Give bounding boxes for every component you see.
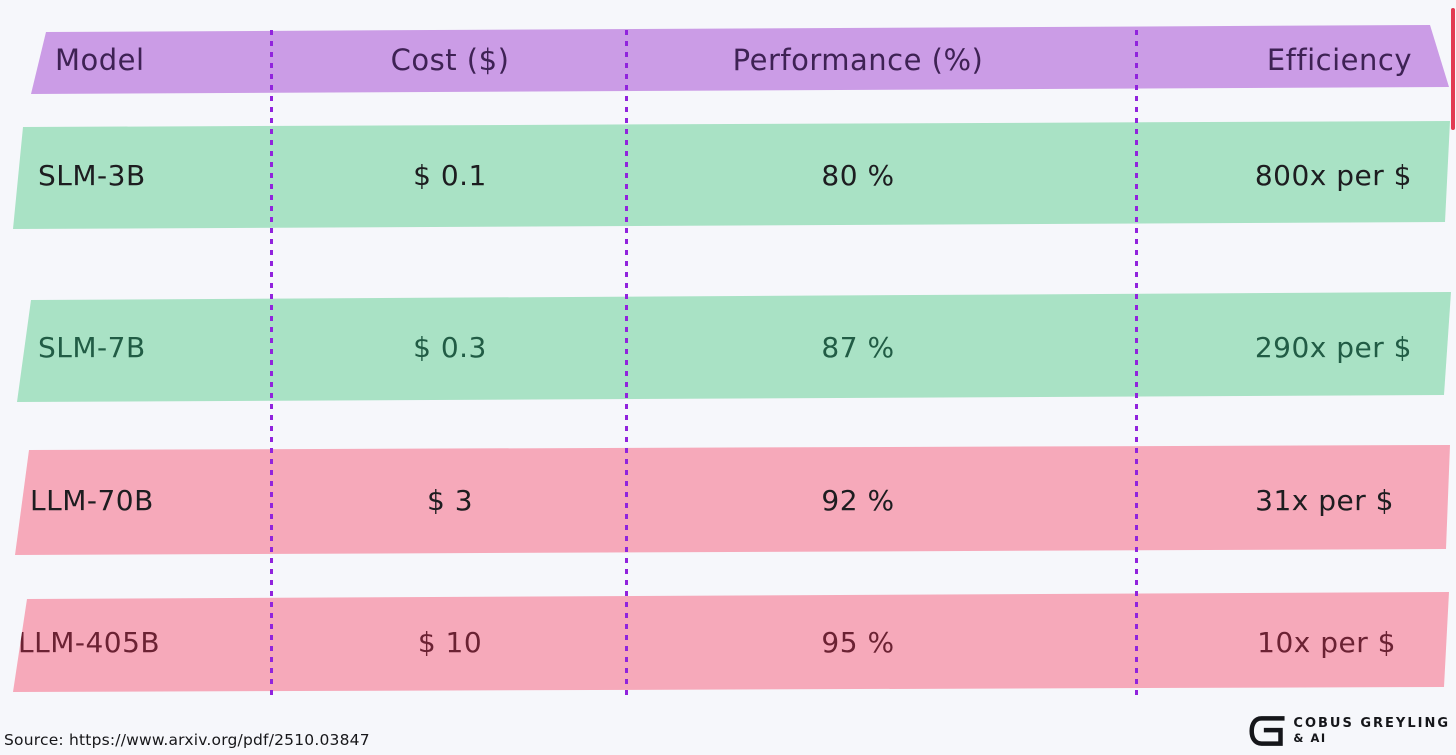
column-divider-dotted-2 [625, 30, 628, 697]
table-row-slm-7b: SLM-7B $ 0.3 87 % 290x per $ [17, 292, 1451, 402]
column-divider-dotted-1 [270, 30, 273, 697]
source-citation: Source: https://www.arxiv.org/pdf/2510.0… [4, 731, 370, 749]
cell-performance: 87 % [821, 330, 895, 364]
column-divider-dotted-3 [1135, 30, 1138, 697]
brand-logo: COBUS GREYLING & AI [1249, 713, 1450, 749]
brand-text: COBUS GREYLING & AI [1293, 715, 1450, 745]
cell-cost: $ 0.1 [413, 158, 487, 192]
cell-performance: 80 % [821, 158, 895, 192]
cell-cost: $ 0.3 [413, 330, 487, 364]
cell-model: SLM-3B [38, 158, 146, 192]
table-header-row: Model Cost ($) Performance (%) Efficienc… [31, 25, 1449, 94]
g-logo-icon [1249, 716, 1285, 746]
brand-suffix: & AI [1293, 730, 1327, 745]
table-row-slm-3b: SLM-3B $ 0.1 80 % 800x per $ [13, 121, 1450, 229]
table-row-llm-405b: LLM-405B $ 10 95 % 10x per $ [13, 592, 1449, 692]
cell-cost: $ 3 [426, 483, 474, 517]
column-header-efficiency: Efficiency [1266, 42, 1412, 77]
cell-efficiency: 290x per $ [1254, 330, 1412, 364]
right-edge-red-mark [1451, 8, 1455, 130]
cell-performance: 92 % [821, 483, 895, 517]
cell-cost: $ 10 [417, 625, 483, 659]
cell-efficiency: 800x per $ [1254, 158, 1412, 192]
table-row-llm-70b: LLM-70B $ 3 92 % 31x per $ [15, 445, 1450, 555]
cell-model: LLM-405B [18, 625, 161, 659]
brand-name: COBUS GREYLING [1293, 715, 1450, 731]
column-header-model: Model [55, 42, 145, 77]
column-header-cost: Cost ($) [390, 42, 510, 77]
cell-performance: 95 % [821, 625, 895, 659]
cell-model: LLM-70B [30, 483, 154, 517]
cell-model: SLM-7B [38, 330, 146, 364]
cell-efficiency: 31x per $ [1255, 483, 1394, 517]
column-header-performance: Performance (%) [732, 42, 984, 77]
cell-efficiency: 10x per $ [1257, 625, 1396, 659]
